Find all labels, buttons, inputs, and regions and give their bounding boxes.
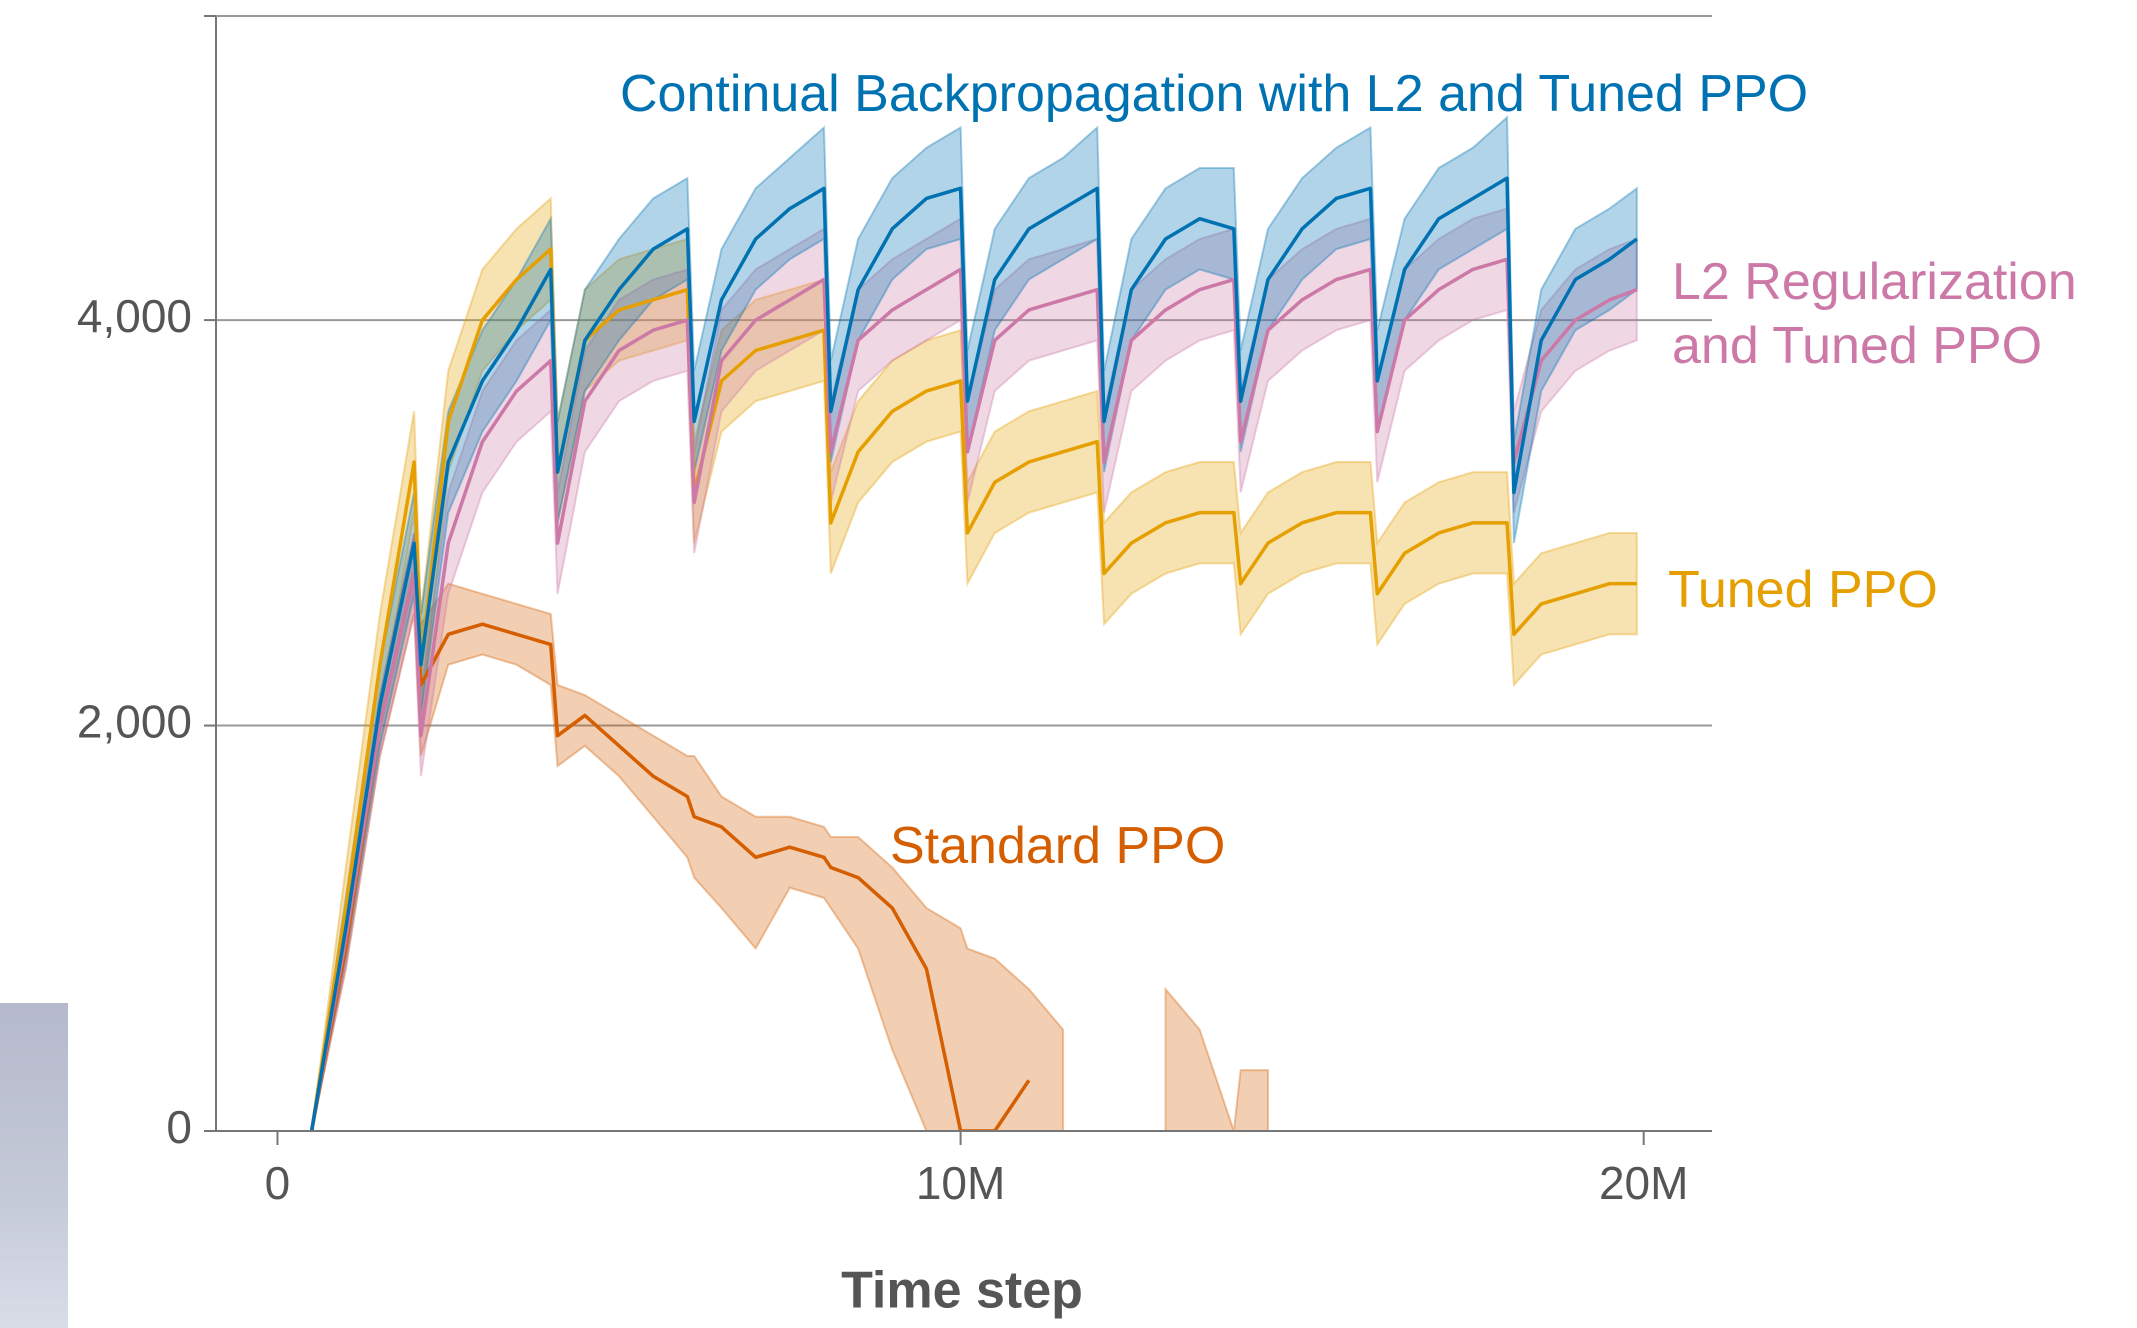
series-line <box>309 247 1637 1131</box>
series-label: L2 Regularization and Tuned PPO <box>1672 253 2077 375</box>
series-line <box>309 257 1638 1131</box>
series-line <box>309 176 1638 1131</box>
series-label: Tuned PPO <box>1668 561 1938 619</box>
confidence-band <box>310 115 1638 1131</box>
confidence-band <box>310 207 1638 1131</box>
decorative-image <box>0 1003 68 1328</box>
confidence-band <box>310 196 1638 1131</box>
confidence-band <box>310 532 1269 1131</box>
series-label: Standard PPO <box>890 817 1226 875</box>
series-label: Continual Backpropagation with L2 and Tu… <box>620 65 1809 123</box>
x-tick-label: 10M <box>916 1157 1005 1209</box>
x-axis-title: Time step <box>841 1262 1083 1320</box>
y-tick-label: 0 <box>166 1101 192 1153</box>
y-tick-label: 4,000 <box>77 290 192 342</box>
y-tick-label: 2,000 <box>77 696 192 748</box>
x-tick-label: 0 <box>265 1157 291 1209</box>
x-tick-label: 20M <box>1599 1157 1688 1209</box>
